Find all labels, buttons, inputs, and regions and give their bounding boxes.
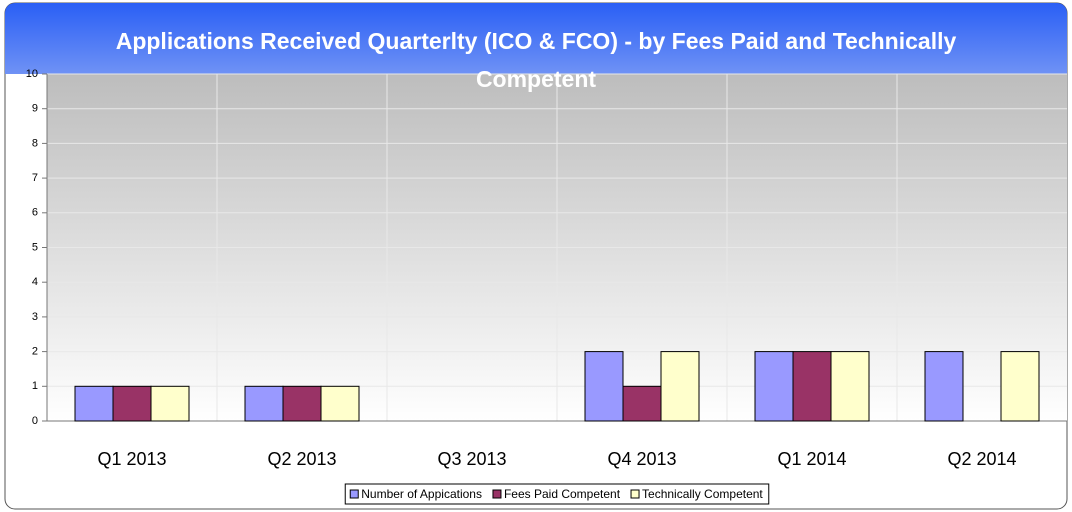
legend: Number of Appications Fees Paid Competent… (344, 483, 770, 505)
legend-label: Number of Appications (361, 487, 482, 501)
bar (244, 385, 284, 422)
y-tick-label: 2 (32, 346, 38, 358)
x-tick-label: Q2 2014 (947, 449, 1016, 469)
legend-swatch (492, 489, 502, 499)
y-tick-label: 1 (32, 380, 38, 392)
bar (924, 351, 964, 422)
bar (282, 385, 322, 422)
bar (754, 351, 794, 422)
chart-title: Applications Received Quarterlty (ICO & … (115, 28, 957, 92)
legend-swatch (349, 489, 359, 499)
y-tick-label: 6 (32, 207, 38, 219)
legend-label: Fees Paid Competent (504, 487, 621, 501)
bar (112, 385, 152, 422)
bar (830, 351, 870, 422)
y-tick-label: 4 (32, 276, 38, 288)
bar (792, 351, 832, 422)
bar (320, 385, 360, 422)
bar (660, 351, 700, 422)
bar (1000, 351, 1040, 422)
legend-label: Technically Competent (642, 487, 763, 501)
bar (622, 385, 662, 422)
legend-box (344, 483, 770, 505)
bar (74, 385, 114, 422)
x-tick-label: Q3 2013 (437, 449, 506, 469)
x-tick-label: Q2 2013 (267, 449, 336, 469)
x-tick-label: Q1 2014 (777, 449, 846, 469)
y-tick-label: 7 (32, 172, 38, 184)
legend-swatch (630, 489, 640, 499)
title-band (5, 3, 1067, 74)
x-tick-label: Q4 2013 (607, 449, 676, 469)
y-tick-label: 3 (32, 311, 38, 323)
y-tick-label: 5 (32, 241, 38, 253)
x-tick-label: Q1 2013 (97, 449, 166, 469)
y-tick-label: 8 (32, 137, 38, 149)
y-tick-label: 0 (32, 415, 38, 427)
bar (150, 385, 190, 422)
y-tick-label: 9 (32, 103, 38, 115)
y-tick-label: 10 (26, 68, 38, 80)
bar (584, 351, 624, 422)
